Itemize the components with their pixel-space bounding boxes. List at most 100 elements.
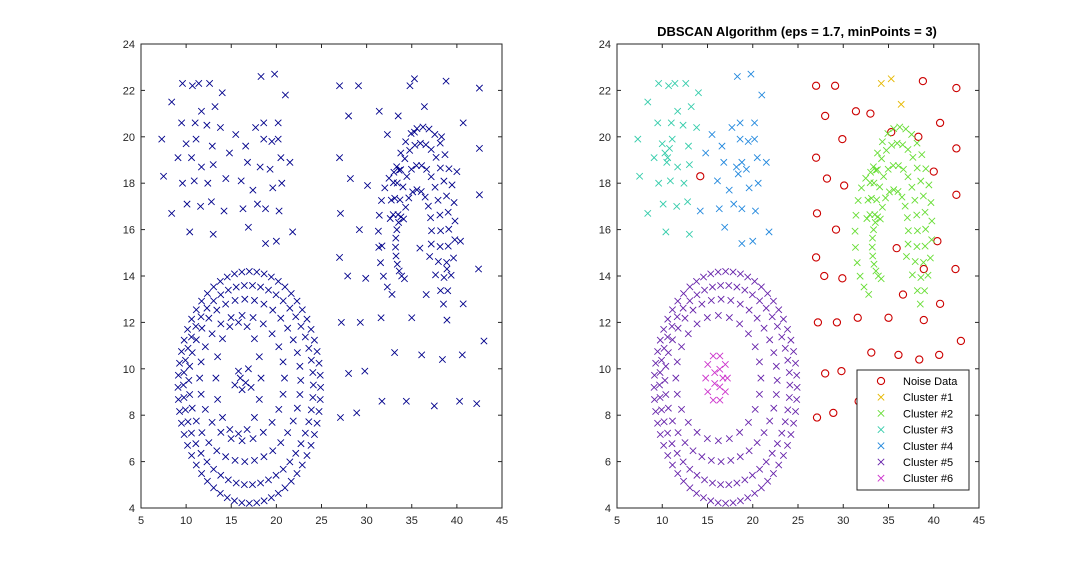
data-point xyxy=(407,165,415,173)
data-point xyxy=(395,166,403,174)
data-point-cluster-2 xyxy=(867,194,875,202)
data-point xyxy=(480,337,488,345)
data-point xyxy=(188,82,196,90)
data-point xyxy=(475,265,483,273)
data-point-cluster-5 xyxy=(656,394,664,402)
data-point-cluster-5 xyxy=(686,297,694,305)
data-point xyxy=(449,254,458,262)
data-point-cluster-5 xyxy=(781,344,789,352)
data-point-cluster-4 xyxy=(738,158,746,166)
data-point xyxy=(401,155,409,163)
data-point xyxy=(289,336,297,344)
data-point xyxy=(203,121,211,129)
data-point-cluster-2 xyxy=(911,258,919,266)
data-point xyxy=(425,125,433,133)
data-point xyxy=(437,287,445,295)
data-point-cluster-3 xyxy=(658,140,666,148)
data-point-cluster-5 xyxy=(781,418,789,426)
data-point xyxy=(287,289,295,298)
data-point-cluster-2 xyxy=(902,252,910,261)
data-point xyxy=(447,271,455,279)
data-point-cluster-5 xyxy=(708,283,717,291)
data-point-cluster-5 xyxy=(770,404,778,412)
data-point-cluster-5 xyxy=(756,297,764,305)
data-point xyxy=(214,395,222,403)
data-point xyxy=(253,268,261,276)
data-point-cluster-2 xyxy=(911,196,919,204)
data-point xyxy=(364,182,372,190)
data-point xyxy=(158,135,166,143)
data-point xyxy=(402,203,410,211)
data-point xyxy=(249,186,257,194)
data-point xyxy=(178,179,187,187)
data-point xyxy=(242,379,250,387)
data-point xyxy=(225,149,233,157)
data-point xyxy=(220,207,228,215)
data-point-cluster-5 xyxy=(760,429,768,437)
data-point xyxy=(243,158,252,166)
data-point-cluster-3 xyxy=(687,103,695,111)
data-point xyxy=(440,177,448,185)
x-tick-label: 20 xyxy=(747,515,759,527)
data-point-cluster-2 xyxy=(862,174,870,182)
left-scatter-plot: 5 10 15 20 25 30 35 40 45 4 6 8 10 12 14 16 18 20 22 24 xyxy=(123,39,508,527)
data-point xyxy=(197,163,205,171)
data-point xyxy=(379,272,387,280)
data-point-cluster-5 xyxy=(693,291,701,299)
data-point-cluster-2 xyxy=(882,194,890,202)
data-point-noise-data xyxy=(884,313,893,322)
data-point xyxy=(395,267,403,275)
data-point-cluster-5 xyxy=(757,484,765,492)
data-point xyxy=(222,453,230,461)
data-point-cluster-5 xyxy=(664,429,672,437)
data-point-cluster-4 xyxy=(736,135,744,143)
data-point xyxy=(231,381,239,389)
data-point-cluster-1 xyxy=(897,100,905,108)
data-point-cluster-5 xyxy=(693,277,701,285)
data-point-cluster-2 xyxy=(870,226,878,234)
data-point-cluster-2 xyxy=(928,236,936,244)
data-point-cluster-3 xyxy=(685,230,693,238)
data-point xyxy=(275,343,283,351)
data-point xyxy=(336,414,344,422)
data-point-cluster-5 xyxy=(772,390,780,399)
data-point xyxy=(210,283,218,291)
data-point xyxy=(445,225,453,233)
data-point-cluster-5 xyxy=(679,458,687,466)
data-point-cluster-5 xyxy=(680,477,688,485)
data-point xyxy=(392,252,400,260)
data-point-cluster-5 xyxy=(762,304,770,312)
data-point xyxy=(262,240,270,248)
data-point-cluster-4 xyxy=(718,142,726,150)
data-point xyxy=(227,435,235,443)
data-point xyxy=(184,344,192,352)
data-point xyxy=(361,367,369,375)
data-point xyxy=(272,291,280,299)
data-point xyxy=(354,82,363,90)
data-point-cluster-1 xyxy=(877,79,885,87)
data-point xyxy=(440,273,448,281)
data-point-noise-data xyxy=(866,109,875,118)
data-point-cluster-5 xyxy=(668,322,676,330)
data-point xyxy=(192,440,200,448)
data-point xyxy=(436,139,444,147)
x-tick-label: 40 xyxy=(451,515,463,527)
data-point-cluster-2 xyxy=(921,287,929,295)
legend-label: Cluster #3 xyxy=(903,425,953,437)
data-point xyxy=(438,133,446,141)
data-point-cluster-5 xyxy=(708,479,717,487)
data-point xyxy=(436,164,444,172)
data-point-cluster-5 xyxy=(654,419,662,427)
data-point xyxy=(297,376,305,384)
y-tick-label: 8 xyxy=(605,410,611,422)
data-point-cluster-2 xyxy=(928,217,936,225)
data-point xyxy=(392,234,400,242)
data-point-noise-data xyxy=(832,318,842,327)
data-point xyxy=(393,260,401,268)
data-point-cluster-5 xyxy=(674,470,682,478)
data-point xyxy=(184,441,192,449)
data-point xyxy=(420,103,428,111)
data-point xyxy=(260,300,268,308)
y-tick-label: 18 xyxy=(599,178,611,190)
data-point-noise-data xyxy=(840,181,849,190)
